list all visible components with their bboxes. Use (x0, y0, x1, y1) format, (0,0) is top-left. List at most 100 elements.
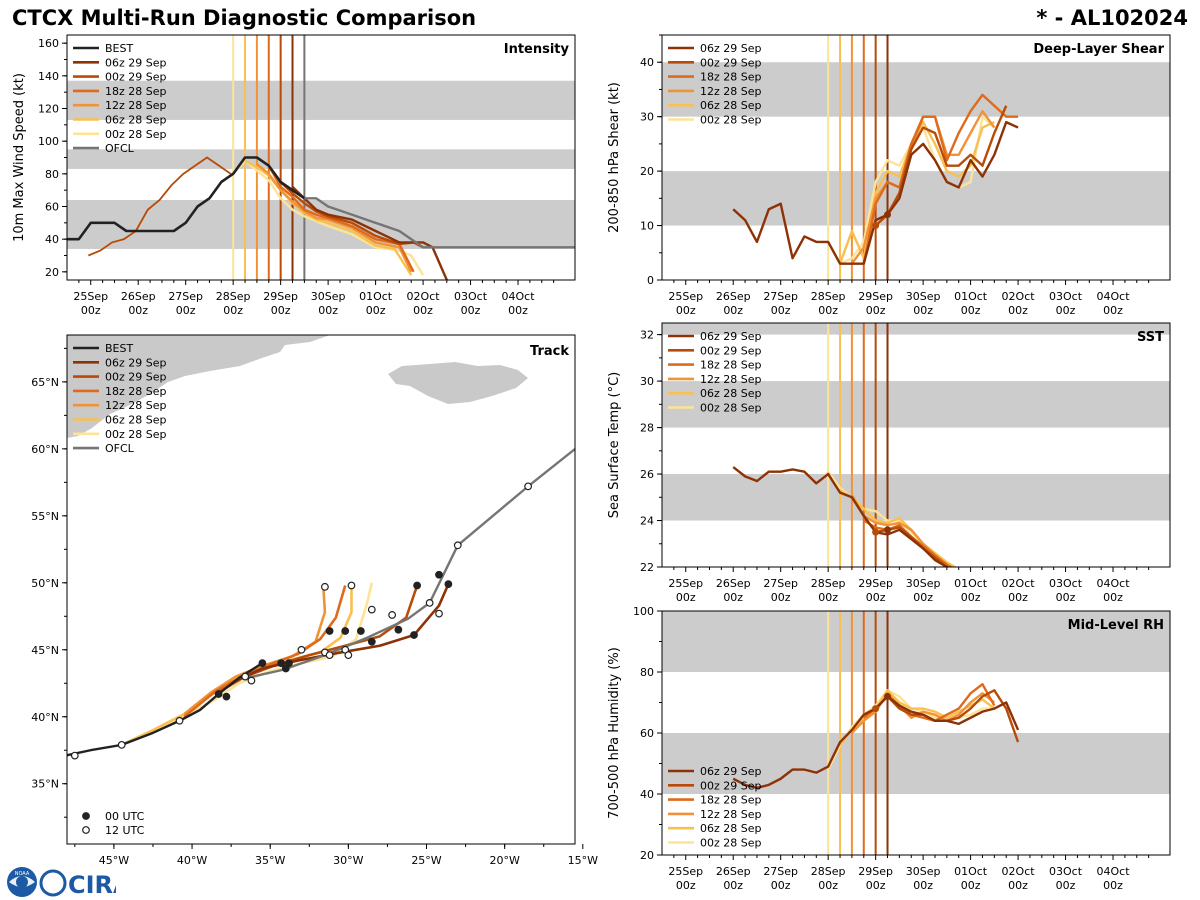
shear-xtick-day: 03Oct (1049, 290, 1083, 303)
shear-xtick-hour: 00z (723, 304, 743, 317)
track-point-00utc (214, 690, 223, 698)
track-legend-label: 06z 29 Sep (105, 356, 167, 369)
shear-point (872, 222, 880, 230)
greenland-land (67, 335, 330, 438)
track-point-00utc (341, 627, 350, 635)
sst-xtick-day: 30Sep (906, 577, 941, 590)
rh-xtick-day: 01Oct (954, 865, 988, 878)
shear-xtick-hour: 00z (961, 304, 981, 317)
shear-ytick-label: 40 (640, 56, 654, 69)
track-legend-label: 00z 29 Sep (105, 371, 167, 384)
track-point-12utc (70, 751, 79, 760)
intensity-series-line (304, 197, 575, 249)
sst-ytick-label: 24 (640, 515, 654, 528)
noaa-label: NOAA (15, 871, 30, 877)
sst-xtick-day: 25Sep (668, 577, 703, 590)
sst-legend-label: 00z 28 Sep (700, 402, 762, 415)
sst-point (884, 526, 892, 534)
sst-ytick-label: 22 (640, 561, 654, 574)
track-point-12utc (524, 482, 533, 491)
track-plot-area (67, 335, 575, 760)
sst-xtick-day: 04Oct (1097, 577, 1131, 590)
track-point-12utc (347, 581, 356, 590)
intensity-series-line (256, 163, 413, 273)
cira-label: CIRA (68, 871, 116, 899)
shear-xtick-hour: 00z (818, 304, 838, 317)
sst-point (872, 528, 880, 536)
sst-xtick-day: 03Oct (1049, 577, 1083, 590)
intensity-xtick-hour: 00z (508, 304, 528, 317)
shear-band (662, 171, 1170, 226)
shear-xtick-day: 28Sep (811, 290, 846, 303)
rh-xtick-hour: 00z (771, 879, 791, 892)
sst-ytick-label: 26 (640, 468, 654, 481)
intensity-ytick-label: 140 (38, 70, 59, 83)
intensity-xtick-day: 04Oct (502, 290, 536, 303)
shear-xtick-day: 01Oct (954, 290, 988, 303)
intensity-legend-label: 18z 28 Sep (105, 85, 167, 98)
rh-plot-area (662, 611, 1170, 855)
shear-xtick-day: 26Sep (716, 290, 751, 303)
track-point-12utc (367, 605, 376, 614)
rh-ytick-label: 80 (640, 666, 654, 679)
rh-ytick-label: 40 (640, 788, 654, 801)
track-point-12utc (435, 609, 443, 618)
intensity-xtick-hour: 00z (223, 304, 243, 317)
rh-xtick-hour: 00z (866, 879, 886, 892)
intensity-xtick-hour: 00z (318, 304, 338, 317)
rh-ytick-label: 20 (640, 849, 654, 862)
sst-xtick-hour: 00z (676, 591, 696, 604)
shear-xtick-day: 30Sep (906, 290, 941, 303)
shear-xtick-day: 02Oct (1002, 290, 1036, 303)
track-frame (66, 334, 576, 845)
intensity-legend-label: 06z 28 Sep (105, 114, 167, 127)
track-marker-legend-label: 12 UTC (105, 824, 145, 837)
sst-ytick-label: 30 (640, 375, 654, 388)
rh-band (662, 611, 1170, 672)
logos: NOAA CIRA (7, 867, 116, 899)
track-marker-legend-label: 00 UTC (105, 810, 145, 823)
intensity-xtick-day: 01Oct (359, 290, 393, 303)
sst-ytick-label: 32 (640, 329, 654, 342)
track-series-line (183, 585, 347, 718)
shear-legend-label: 06z 29 Sep (700, 42, 762, 55)
shear-xtick-day: 27Sep (763, 290, 798, 303)
sst-legend-label: 06z 28 Sep (700, 387, 762, 400)
rh-panel: 2040608010025Sep00z26Sep00z27Sep00z28Sep… (607, 605, 1171, 892)
track-point-12utc (325, 651, 334, 660)
shear-xtick-hour: 00z (1056, 304, 1076, 317)
sst-xtick-hour: 00z (723, 591, 743, 604)
intensity-ytick-label: 160 (38, 37, 59, 50)
track-point-12utc (321, 582, 329, 591)
track-legend-label: BEST (105, 342, 133, 355)
sst-xtick-hour: 00z (961, 591, 981, 604)
track-marker-legend-symbol (82, 812, 90, 820)
track-series-line (246, 447, 575, 680)
shear-series-line (732, 120, 1019, 265)
intensity-xtick-hour: 00z (271, 304, 291, 317)
rh-legend-label: 00z 29 Sep (700, 779, 762, 792)
track-series-line (121, 582, 374, 747)
intensity-legend-label: OFCL (105, 142, 135, 155)
shear-xtick-hour: 00z (866, 304, 886, 317)
sst-xtick-hour: 00z (818, 591, 838, 604)
sst-ylabel: Sea Surface Temp (°C) (607, 372, 622, 519)
rh-xtick-hour: 00z (961, 879, 981, 892)
rh-legend-label: 18z 28 Sep (700, 794, 762, 807)
intensity-xtick-day: 26Sep (121, 290, 156, 303)
shear-plot-area (662, 35, 1170, 280)
track-ytick-label: 55°N (31, 510, 59, 523)
intensity-ytick-label: 60 (45, 201, 59, 214)
intensity-ytick-label: 40 (45, 233, 59, 246)
rh-xtick-hour: 00z (723, 879, 743, 892)
shear-legend-label: 00z 28 Sep (700, 114, 762, 127)
shear-xtick-day: 29Sep (858, 290, 893, 303)
rh-xtick-day: 04Oct (1097, 865, 1131, 878)
shear-xtick-day: 04Oct (1097, 290, 1131, 303)
intensity-legend-label: 12z 28 Sep (105, 99, 167, 112)
intensity-xtick-day: 03Oct (454, 290, 488, 303)
rh-xtick-hour: 00z (1056, 879, 1076, 892)
intensity-legend-label: 06z 29 Sep (105, 56, 167, 69)
